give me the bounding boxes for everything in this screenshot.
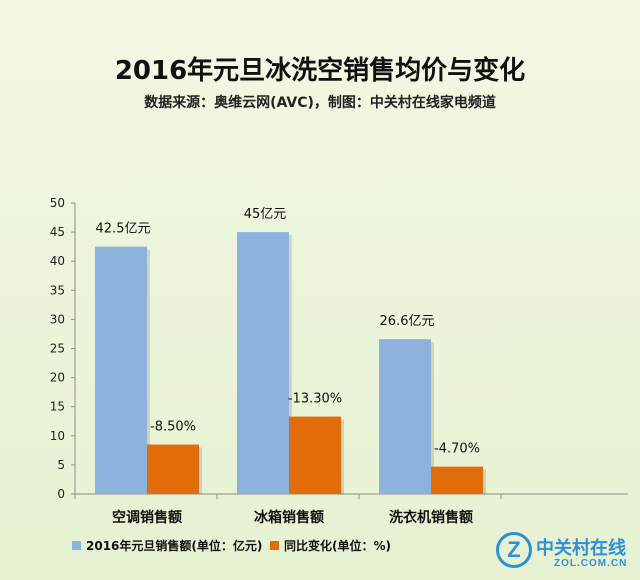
- chart-title: 2016年元旦冰洗空销售均价与变化: [114, 56, 526, 86]
- y-tick-label: 20: [50, 371, 65, 385]
- y-tick-label: 25: [50, 342, 65, 356]
- y-tick-label: 30: [50, 312, 65, 326]
- change-bar: [289, 416, 341, 494]
- y-tick-label: 15: [50, 400, 65, 414]
- sales-data-label: 45亿元: [244, 207, 287, 222]
- zol-logo-mark: Z: [496, 532, 532, 568]
- zol-logo: Z 中关村在线 ZOL.COM.CN: [496, 530, 632, 576]
- sales-data-label: 26.6亿元: [380, 314, 435, 329]
- y-tick-label: 5: [57, 458, 65, 472]
- category-label: 洗衣机销售额: [389, 509, 473, 526]
- chart-subtitle: 数据来源：奥维云网(AVC)，制图：中关村在线家电频道: [144, 95, 496, 111]
- category-label: 冰箱销售额: [254, 509, 324, 526]
- change-data-label: -4.70%: [434, 442, 480, 457]
- change-bar: [431, 466, 483, 494]
- legend-label-sales: 2016年元旦销售额(单位：亿元): [86, 538, 262, 553]
- y-tick-label: 10: [50, 429, 65, 443]
- y-tick-label: 45: [50, 225, 65, 239]
- sales-bar: [95, 246, 147, 494]
- legend-label-change: 同比变化(单位：%): [284, 538, 391, 553]
- zol-logo-domain: ZOL.COM.CN: [554, 558, 628, 569]
- sales-bar: [237, 232, 289, 494]
- y-tick-label: 50: [50, 196, 65, 210]
- change-data-label: -13.30%: [288, 392, 342, 407]
- y-tick-label: 40: [50, 254, 65, 268]
- sales-bar: [379, 339, 431, 494]
- sales-data-label: 42.5亿元: [96, 222, 151, 237]
- y-tick-label: 35: [50, 283, 65, 297]
- change-data-label: -8.50%: [150, 420, 196, 435]
- zol-logo-name: 中关村在线: [536, 538, 626, 559]
- y-tick-label: 0: [57, 487, 65, 501]
- legend-swatch-sales: [72, 541, 81, 550]
- legend-swatch-change: [270, 541, 279, 550]
- change-bar: [147, 444, 199, 494]
- category-label: 空调销售额: [112, 509, 182, 526]
